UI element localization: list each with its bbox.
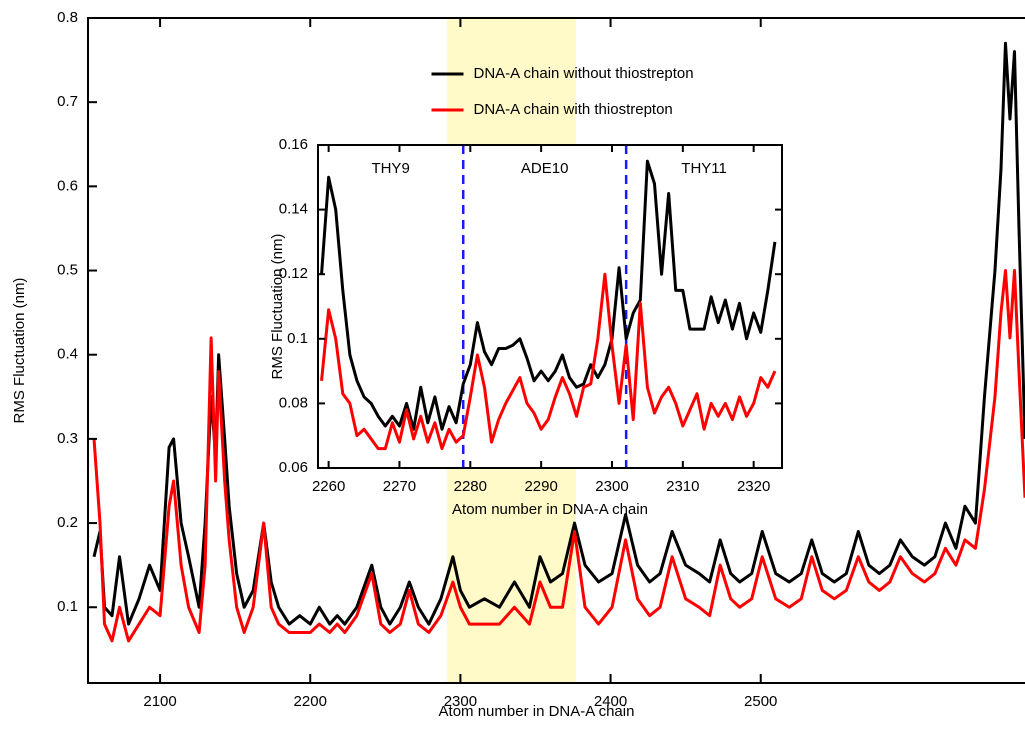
y-tick-label: 0.8 xyxy=(57,9,78,26)
x-tick-label: 2270 xyxy=(383,478,416,495)
legend-label: DNA-A chain with thiostrepton xyxy=(474,101,673,118)
y-tick-label: 0.4 xyxy=(57,346,78,363)
x-axis-label: Atom number in DNA-A chain xyxy=(439,703,635,720)
axis-frame xyxy=(87,17,1025,684)
y-tick-label: 0.06 xyxy=(279,459,308,476)
y-axis-label: RMS Fluctuation (nm) xyxy=(269,234,286,380)
x-tick-label: 2400 xyxy=(594,693,627,710)
y-tick-label: 0.6 xyxy=(57,177,78,194)
y-tick-label: 0.7 xyxy=(57,93,78,110)
x-tick-label: 2200 xyxy=(294,693,327,710)
x-tick-label: 2300 xyxy=(444,693,477,710)
y-tick-label: 0.2 xyxy=(57,514,78,531)
y-tick-label: 0.16 xyxy=(279,136,308,153)
y-tick-label: 0.1 xyxy=(287,330,308,347)
x-tick-label: 2500 xyxy=(744,693,777,710)
x-tick-label: 2280 xyxy=(454,478,487,495)
y-tick-label: 0.5 xyxy=(57,262,78,279)
y-tick-label: 0.14 xyxy=(279,201,308,218)
x-tick-label: 2260 xyxy=(312,478,345,495)
y-axis-label: RMS Fluctuation (nm) xyxy=(11,278,28,424)
x-tick-label: 2320 xyxy=(737,478,770,495)
x-tick-label: 2310 xyxy=(666,478,699,495)
legend-label: DNA-A chain without thiostrepton xyxy=(474,65,694,82)
region-label: THY9 xyxy=(371,160,409,177)
data-line xyxy=(320,159,777,431)
y-tick-label: 0.1 xyxy=(57,598,78,615)
x-tick-label: 2300 xyxy=(595,478,628,495)
y-tick-label: 0.3 xyxy=(57,430,78,447)
region-label: ADE10 xyxy=(521,160,569,177)
x-tick-label: 2100 xyxy=(143,693,176,710)
data-line xyxy=(92,269,1025,643)
y-tick-label: 0.12 xyxy=(279,265,308,282)
data-line xyxy=(320,272,777,451)
x-axis-label: Atom number in DNA-A chain xyxy=(452,501,648,518)
y-tick-label: 0.08 xyxy=(279,394,308,411)
x-tick-label: 2290 xyxy=(524,478,557,495)
region-label: THY11 xyxy=(681,160,727,177)
